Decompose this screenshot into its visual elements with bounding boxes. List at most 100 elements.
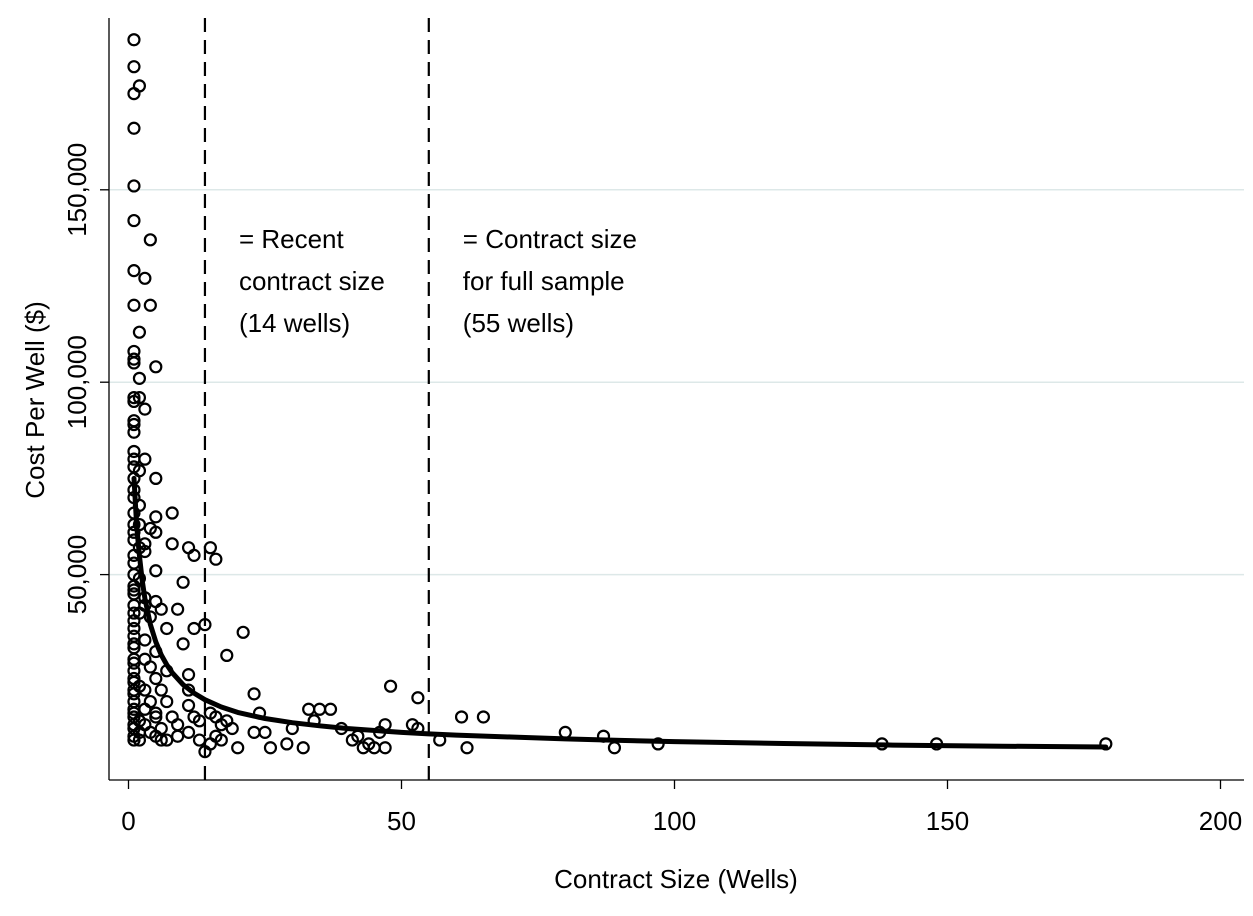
- data-point-51: [187, 548, 201, 562]
- data-point-147: [171, 729, 185, 743]
- data-point-105: [181, 698, 196, 713]
- data-point-153: [154, 733, 168, 747]
- y-tick-label-2: 150,000: [62, 143, 92, 237]
- data-point-144: [558, 725, 572, 739]
- data-point-94: [383, 679, 398, 693]
- data-point-101: [411, 691, 425, 705]
- data-point-168: [296, 741, 310, 755]
- data-point-52: [209, 552, 223, 566]
- data-point-25: [127, 444, 141, 459]
- y-tick-label-1: 100,000: [62, 335, 92, 429]
- data-point-16: [149, 360, 163, 374]
- data-point-65: [154, 602, 168, 616]
- data-point-21: [138, 402, 152, 416]
- data-point-58: [127, 579, 141, 593]
- data-point-23: [127, 417, 141, 432]
- x-tick-label-1: 50: [387, 806, 416, 836]
- data-point-142: [258, 725, 272, 739]
- data-point-54: [149, 564, 163, 578]
- data-point-171: [378, 741, 392, 755]
- data-point-100: [247, 687, 261, 701]
- data-point-79: [176, 637, 190, 651]
- data-point-45: [165, 537, 179, 551]
- data-point-9: [138, 271, 152, 285]
- data-point-103: [143, 694, 157, 709]
- y-tick-label-0: 50,000: [62, 535, 92, 615]
- data-point-155: [192, 733, 207, 747]
- data-point-167: [263, 741, 278, 755]
- data-point-59: [127, 583, 141, 597]
- data-point-140: [181, 725, 196, 739]
- annotation-1-line-2: (55 wells): [463, 308, 574, 338]
- data-point-166: [231, 741, 245, 755]
- data-point-160: [280, 737, 294, 751]
- data-point-24: [127, 425, 141, 439]
- annotation-0-line-0: = Recent: [239, 224, 345, 254]
- data-point-72: [127, 621, 141, 636]
- data-point-112: [149, 706, 163, 720]
- data-point-75: [236, 625, 250, 639]
- data-point-11: [143, 298, 157, 312]
- annotation-1-line-0: = Contract size: [463, 224, 637, 254]
- data-point-77: [138, 633, 152, 647]
- data-point-6: [127, 213, 141, 228]
- data-point-108: [302, 702, 316, 716]
- data-point-35: [165, 506, 179, 520]
- grid-layer: [109, 189, 1244, 576]
- data-point-162: [651, 737, 665, 751]
- data-point-14: [127, 352, 141, 366]
- data-point-74: [187, 621, 201, 636]
- y-axis-label: Cost Per Well ($): [20, 301, 50, 498]
- data-point-121: [476, 710, 490, 724]
- data-point-78: [127, 637, 141, 651]
- reference-lines: [203, 18, 430, 780]
- annotation-0-line-2: (14 wells): [239, 308, 350, 338]
- fit-line-layer: [131, 475, 1109, 750]
- data-point-73: [160, 621, 174, 636]
- x-ticks: 0 50 100 150 200: [121, 780, 1242, 836]
- data-point-154: [160, 733, 174, 747]
- data-point-96: [138, 683, 152, 697]
- data-point-152: [132, 733, 147, 747]
- annotation-0-line-1: contract size: [239, 266, 385, 296]
- data-point-70: [127, 614, 141, 628]
- annotation-1-line-1: for full sample: [463, 266, 625, 296]
- data-point-84: [138, 652, 152, 666]
- data-point-10: [127, 298, 141, 312]
- data-point-48: [203, 541, 217, 555]
- data-point-133: [154, 721, 168, 736]
- data-point-71: [198, 618, 212, 632]
- data-point-31: [149, 471, 163, 485]
- data-point-57: [176, 575, 190, 589]
- data-point-20: [127, 394, 141, 409]
- x-tick-label-3: 150: [926, 806, 969, 836]
- data-point-86: [143, 660, 157, 674]
- data-point-110: [323, 702, 338, 716]
- y-ticks: 50,000 100,000 150,000: [62, 143, 109, 615]
- data-point-173: [607, 741, 622, 755]
- data-point-4: [127, 121, 141, 135]
- data-point-174: [198, 745, 212, 759]
- data-point-12: [132, 325, 147, 339]
- x-tick-label-2: 100: [653, 806, 696, 836]
- data-point-1: [127, 60, 141, 74]
- data-point-37: [149, 510, 163, 524]
- data-point-7: [143, 233, 157, 247]
- data-point-159: [203, 737, 217, 751]
- x-axis-label: Contract Size (Wells): [554, 864, 798, 894]
- data-point-123: [192, 714, 207, 728]
- data-point-109: [313, 702, 327, 716]
- data-point-117: [165, 710, 179, 724]
- data-points: [127, 33, 1113, 759]
- data-point-128: [171, 718, 185, 732]
- data-point-156: [214, 733, 228, 747]
- data-point-18: [127, 390, 141, 405]
- data-point-62: [149, 594, 163, 609]
- axes: [108, 18, 1244, 781]
- x-tick-label-0: 0: [121, 806, 135, 836]
- data-point-3: [127, 86, 141, 101]
- data-point-66: [171, 602, 185, 616]
- data-point-89: [181, 668, 196, 682]
